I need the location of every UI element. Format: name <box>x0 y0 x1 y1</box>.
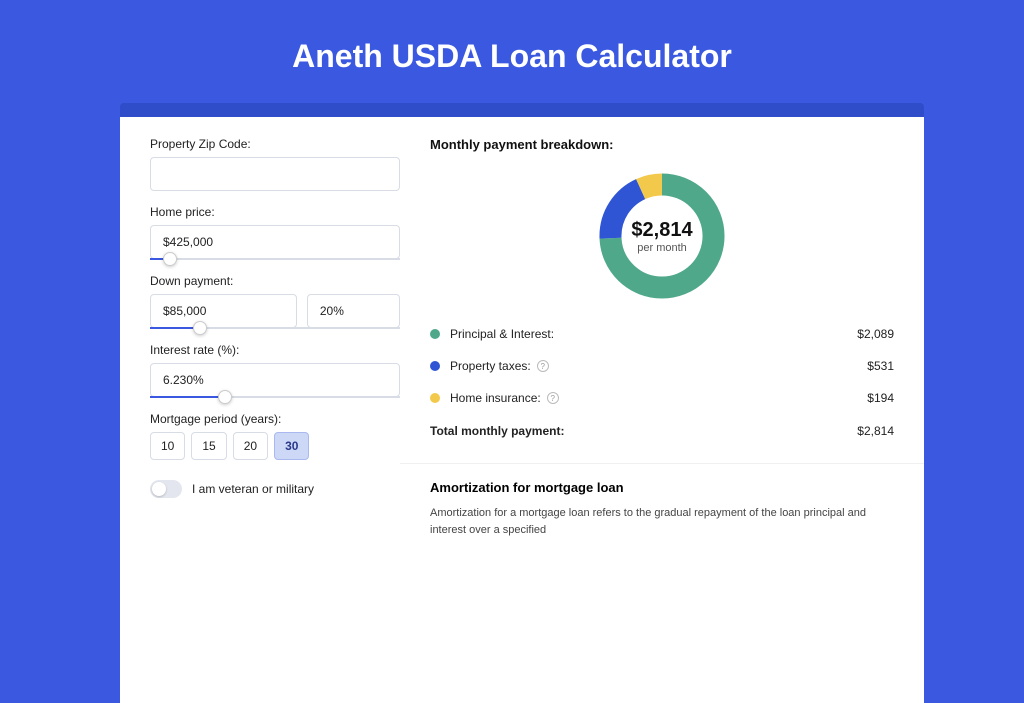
breakdown-title: Monthly payment breakdown: <box>430 137 894 152</box>
legend-dot <box>430 329 440 339</box>
legend-value: $531 <box>867 359 894 373</box>
legend-row-0: Principal & Interest:$2,089 <box>430 318 894 350</box>
interest-rate-field: Interest rate (%): <box>150 343 400 398</box>
calculator-card-shadow: Property Zip Code: Home price: Down paym… <box>120 103 924 703</box>
mortgage-period-label: Mortgage period (years): <box>150 412 400 426</box>
home-price-slider[interactable] <box>150 258 400 260</box>
legend-row-1: Property taxes:?$531 <box>430 350 894 382</box>
veteran-toggle-knob <box>152 482 166 496</box>
legend-value: $194 <box>867 391 894 405</box>
down-payment-percent-input[interactable] <box>307 294 400 328</box>
legend-dot <box>430 393 440 403</box>
zip-label: Property Zip Code: <box>150 137 400 151</box>
down-payment-field: Down payment: <box>150 274 400 329</box>
section-divider <box>400 463 924 464</box>
mortgage-period-field: Mortgage period (years): 10152030 <box>150 412 400 460</box>
help-icon[interactable]: ? <box>537 360 549 372</box>
home-price-label: Home price: <box>150 205 400 219</box>
legend-value: $2,089 <box>857 327 894 341</box>
help-icon[interactable]: ? <box>547 392 559 404</box>
mortgage-period-option-20[interactable]: 20 <box>233 432 268 460</box>
legend-row-2: Home insurance:?$194 <box>430 382 894 414</box>
down-payment-slider[interactable] <box>150 327 400 329</box>
legend-label: Property taxes:? <box>450 359 867 373</box>
calculator-panel: Property Zip Code: Home price: Down paym… <box>120 117 924 703</box>
veteran-label: I am veteran or military <box>192 482 314 496</box>
legend-dot <box>430 361 440 371</box>
zip-input[interactable] <box>150 157 400 191</box>
legend-label: Principal & Interest: <box>450 327 857 341</box>
amortization-body: Amortization for a mortgage loan refers … <box>430 505 894 538</box>
veteran-toggle-row: I am veteran or military <box>150 480 400 498</box>
home-price-slider-thumb[interactable] <box>163 252 177 266</box>
page-title: Aneth USDA Loan Calculator <box>0 0 1024 103</box>
breakdown-legend: Principal & Interest:$2,089Property taxe… <box>430 318 894 414</box>
home-price-field: Home price: <box>150 205 400 260</box>
interest-rate-input[interactable] <box>150 363 400 397</box>
home-price-input[interactable] <box>150 225 400 259</box>
donut-amount: $2,814 <box>631 219 692 242</box>
veteran-toggle[interactable] <box>150 480 182 498</box>
down-payment-slider-thumb[interactable] <box>193 321 207 335</box>
down-payment-label: Down payment: <box>150 274 400 288</box>
mortgage-period-option-30[interactable]: 30 <box>274 432 309 460</box>
legend-label: Home insurance:? <box>450 391 867 405</box>
total-value: $2,814 <box>857 424 894 438</box>
donut-chart-wrap: $2,814 per month <box>430 162 894 318</box>
form-column: Property Zip Code: Home price: Down paym… <box>150 137 400 703</box>
interest-rate-slider[interactable] <box>150 396 400 398</box>
donut-sub: per month <box>637 242 687 254</box>
interest-rate-label: Interest rate (%): <box>150 343 400 357</box>
amortization-title: Amortization for mortgage loan <box>430 480 894 495</box>
donut-center: $2,814 per month <box>594 168 730 304</box>
zip-field: Property Zip Code: <box>150 137 400 191</box>
mortgage-period-option-10[interactable]: 10 <box>150 432 185 460</box>
breakdown-column: Monthly payment breakdown: $2,814 per mo… <box>430 137 894 703</box>
mortgage-period-buttons: 10152030 <box>150 432 400 460</box>
down-payment-amount-input[interactable] <box>150 294 297 328</box>
total-label: Total monthly payment: <box>430 424 857 438</box>
mortgage-period-option-15[interactable]: 15 <box>191 432 226 460</box>
interest-rate-slider-thumb[interactable] <box>218 390 232 404</box>
total-row: Total monthly payment: $2,814 <box>430 414 894 447</box>
donut-chart: $2,814 per month <box>594 168 730 304</box>
